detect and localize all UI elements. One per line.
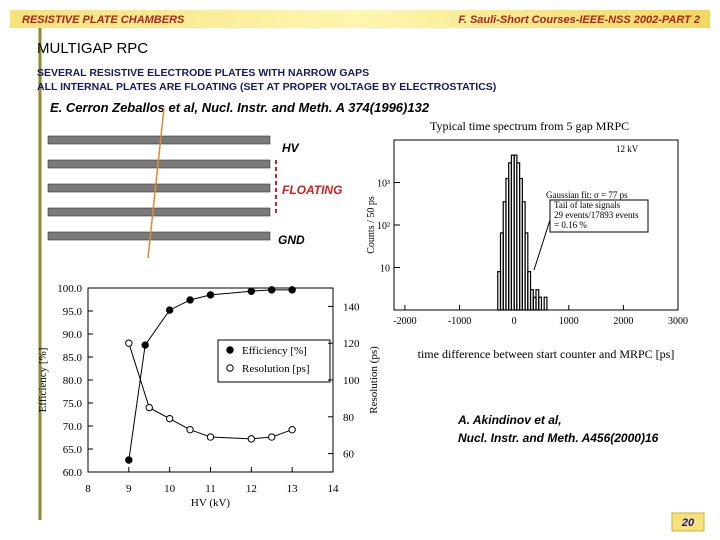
x-tick-label: 9 [126, 483, 132, 495]
x-tick-label: 2000 [613, 316, 633, 327]
y-tick-label: 65.0 [63, 444, 83, 456]
x-axis-label: time difference between start counter an… [418, 347, 675, 361]
data-point [125, 456, 133, 464]
x-axis-label: HV (kV) [191, 497, 231, 509]
y-tick-label: 85.0 [63, 352, 83, 364]
y2-axis-label: Resolution (ps) [368, 346, 380, 414]
diagram-label: FLOATING [282, 183, 342, 197]
x-tick-label: -1000 [448, 316, 471, 327]
data-point [186, 296, 194, 304]
data-point [288, 425, 296, 434]
annotation-box [549, 199, 649, 233]
chart-title: Typical time spectrum from 5 gap MRPC [430, 119, 629, 133]
y-axis-label: Counts / 50 ps [366, 196, 377, 254]
y-tick-label: 10 [380, 264, 390, 275]
y-tick-label: 75.0 [63, 398, 83, 410]
charts: 8 9 10 11 12 13 14 60.0 65.0 70.0 75.0 80.0 85.0 90.0… [37, 119, 688, 509]
data-point [165, 306, 174, 314]
legend-marker [226, 364, 234, 372]
y-tick-label: 70.0 [63, 421, 83, 433]
data-point [247, 435, 256, 443]
annotation: 12 kV [616, 144, 639, 154]
y2-tick-label: 60 [343, 449, 355, 461]
y-tick-label: 60.0 [63, 467, 83, 479]
page-number: 20 [681, 517, 695, 529]
data-point [268, 433, 276, 441]
legend-label: Resolution [ps] [242, 363, 310, 375]
y-tick-label: 90.0 [63, 329, 83, 341]
page-number-box [671, 512, 705, 532]
x-tick-label: -2000 [393, 316, 416, 327]
body-line: ALL INTERNAL PLATES ARE FLOATING (SET AT… [37, 81, 496, 93]
data-point [125, 339, 133, 347]
histogram-bar [538, 296, 543, 311]
y2-tick-label: 120 [343, 338, 360, 350]
y-tick-label: 10² [377, 221, 390, 232]
x-tick-label: 3000 [668, 316, 688, 327]
data-point [268, 286, 276, 294]
y-tick-label: 100.0 [57, 283, 82, 295]
citation: Nucl. Instr. and Meth. A456(2000)16 [458, 431, 659, 445]
y-tick-label: 10³ [377, 179, 390, 190]
annotation: = 0.16 % [554, 220, 587, 230]
x-tick-label: 11 [205, 483, 216, 495]
y-tick-label: 80.0 [63, 375, 83, 387]
body-line: SEVERAL RESISTIVE ELECTRODE PLATES WITH … [37, 67, 369, 79]
diagram-label: HV [282, 141, 300, 155]
data-point [145, 403, 153, 412]
x-tick-label: 10 [164, 483, 176, 495]
y-axis-label: Efficiency [%] [37, 348, 49, 413]
histogram-bar [543, 296, 548, 311]
y-tick-label: 95.0 [63, 306, 83, 318]
diagram-label: GND [278, 233, 305, 247]
citation: E. Cerron Zeballos et al, Nucl. Instr. a… [50, 100, 430, 115]
legend-marker [226, 346, 234, 354]
data-point [206, 433, 215, 441]
y2-tick-label: 140 [343, 301, 360, 313]
annotation-pointer [533, 219, 551, 271]
x-tick-label: 14 [328, 483, 340, 495]
data-point [206, 291, 215, 299]
data-point [165, 414, 174, 423]
annotation: 29 events/17893 events [554, 210, 639, 220]
x-tick-label: 0 [512, 316, 517, 327]
legend-label: Efficiency [%] [242, 345, 307, 357]
x-tick-label: 12 [246, 483, 257, 495]
slide-title: MULTIGAP RPC [37, 40, 148, 57]
header-right: F. Sauli-Short Courses-IEEE-NSS 2002-PAR… [458, 14, 700, 26]
annotation: Gaussian fit: σ = 77 ps [546, 190, 628, 200]
x-tick-label: 1000 [559, 316, 579, 327]
header-bar [10, 10, 710, 28]
data-point [186, 425, 194, 434]
header-left: RESISTIVE PLATE CHAMBERS [22, 14, 185, 26]
data-point [141, 341, 149, 349]
y2-tick-label: 80 [343, 412, 355, 424]
plates [47, 135, 271, 241]
data-point [247, 287, 256, 295]
track [147, 107, 165, 259]
y2-tick-label: 100 [343, 375, 360, 387]
annotation: Tail of late signals [554, 200, 621, 210]
citation: A. Akindinov et al, [457, 413, 562, 427]
x-tick-label: 13 [287, 483, 299, 495]
legend-box [217, 339, 331, 383]
data-point [288, 286, 296, 294]
x-tick-label: 8 [85, 483, 91, 495]
